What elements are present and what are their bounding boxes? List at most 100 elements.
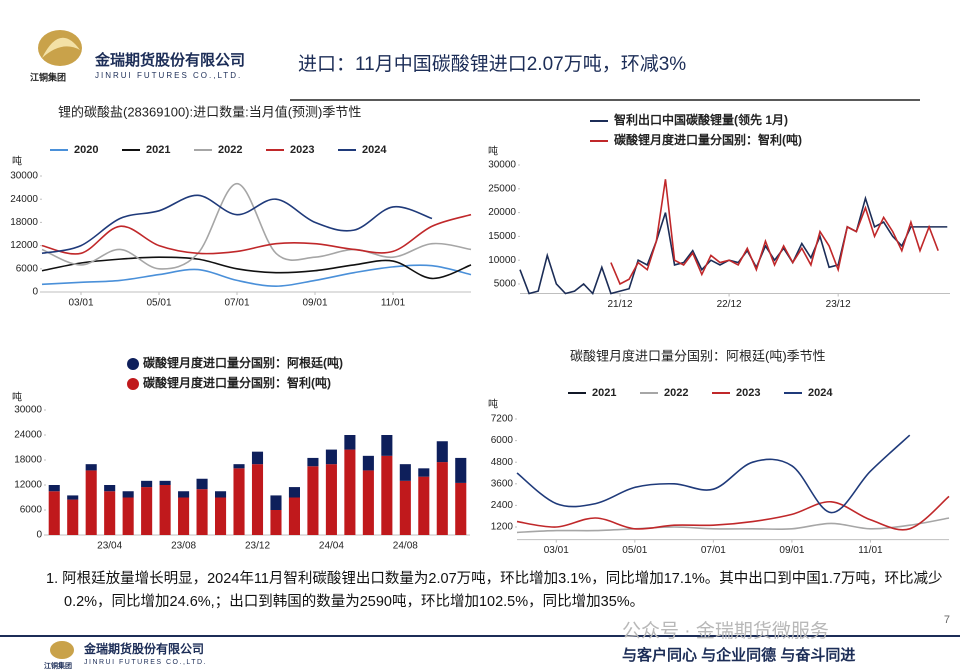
y-tick-label: 4800 xyxy=(491,457,514,468)
bar-segment xyxy=(270,510,282,535)
bar-segment xyxy=(251,451,264,465)
bar-segment xyxy=(233,468,245,535)
legend-marker xyxy=(127,358,139,370)
company-en: JINRUI FUTURES CO.,LTD. xyxy=(95,71,242,80)
y-tick-label: 30000 xyxy=(10,171,38,182)
legend-label: 2021 xyxy=(146,144,170,156)
y-tick-label: 18000 xyxy=(14,455,42,466)
slogan: 与客户同心 与企业同德 与奋斗同进 xyxy=(622,646,855,664)
bar-segment xyxy=(307,466,319,535)
bar-segment xyxy=(288,487,300,498)
legend-label: 2023 xyxy=(290,144,314,156)
bar-segment xyxy=(436,462,448,535)
bar-segment xyxy=(196,478,208,490)
bar-segment xyxy=(85,470,97,535)
y-tick-label: 1200 xyxy=(491,522,514,533)
x-tick-label: 05/01 xyxy=(622,545,647,556)
series-line xyxy=(41,194,433,255)
bar-segment xyxy=(399,480,411,535)
series-line xyxy=(516,434,911,514)
x-tick-label: 03/01 xyxy=(544,545,569,556)
legend-label: 2020 xyxy=(74,144,98,156)
legend-label: 2024 xyxy=(362,144,387,156)
footer-group: 江铜集团 xyxy=(44,661,72,670)
y-tick-label: 3600 xyxy=(491,478,514,489)
legend-label: 2022 xyxy=(664,387,688,399)
footer-logo xyxy=(50,641,74,659)
y-tick-label: 10000 xyxy=(488,255,516,266)
bar-segment xyxy=(215,491,227,498)
y-tick-label: 2400 xyxy=(491,500,514,511)
bar-segment xyxy=(344,435,356,450)
group-name: 江铜集团 xyxy=(30,71,66,82)
bar-segment xyxy=(362,455,374,471)
bar-segment xyxy=(455,457,467,483)
bar-segment xyxy=(159,480,171,485)
series-line xyxy=(41,213,472,255)
chart-title: 碳酸锂月度进口量分国别：阿根廷(吨)季节性 xyxy=(570,348,826,363)
x-tick-label: 07/01 xyxy=(701,545,726,556)
bar-segment xyxy=(178,497,190,535)
series-line xyxy=(41,182,472,270)
y-axis-label: 吨 xyxy=(12,155,22,168)
legend-label: 2024 xyxy=(808,387,833,399)
x-tick-label: 11/01 xyxy=(381,298,406,309)
series-line xyxy=(519,195,948,295)
bar-segment xyxy=(67,495,79,500)
bar-segment xyxy=(141,480,153,488)
y-axis-label: 吨 xyxy=(488,145,498,158)
bar-segment xyxy=(233,464,245,469)
bar-segment xyxy=(196,489,208,535)
x-tick-label: 03/01 xyxy=(68,298,93,309)
x-tick-label: 23/04 xyxy=(97,541,122,552)
y-tick-label: 0 xyxy=(36,530,42,541)
bar-segment xyxy=(418,468,430,477)
bar-segment xyxy=(48,491,60,535)
bar-segment xyxy=(122,491,134,498)
x-tick-label: 24/08 xyxy=(393,541,418,552)
x-tick-label: 21/12 xyxy=(607,299,632,310)
x-tick-label: 22/12 xyxy=(717,299,742,310)
legend-label: 2023 xyxy=(736,387,760,399)
bar-segment xyxy=(251,464,264,535)
bar-segment xyxy=(381,455,393,535)
x-tick-label: 24/04 xyxy=(319,541,344,552)
bar-segment xyxy=(85,464,97,471)
series-line xyxy=(516,517,950,534)
x-tick-label: 07/01 xyxy=(224,298,249,309)
y-tick-label: 12000 xyxy=(10,240,38,251)
y-tick-label: 24000 xyxy=(14,430,42,441)
legend-label: 碳酸锂月度进口量分国别：阿根廷(吨) xyxy=(143,355,343,370)
footer-company: 金瑞期货股份有限公司 xyxy=(83,641,204,656)
bar-segment xyxy=(399,464,411,481)
bar-segment xyxy=(159,485,171,535)
y-tick-label: 5000 xyxy=(494,279,517,290)
y-tick-label: 6000 xyxy=(491,435,514,446)
x-tick-label: 23/12 xyxy=(245,541,270,552)
bar-segment xyxy=(362,470,374,535)
watermark: 公众号 · 金瑞期货微服务 xyxy=(622,620,829,642)
footer-company-en: JINRUI FUTURES CO.,LTD. xyxy=(84,659,207,666)
logo xyxy=(38,30,82,66)
legend-label: 智利出口中国碳酸锂量(领先 1月) xyxy=(613,112,788,127)
bar-segment xyxy=(436,441,448,463)
y-tick-label: 0 xyxy=(32,287,38,298)
x-tick-label: 11/01 xyxy=(858,545,883,556)
bar-segment xyxy=(344,449,356,535)
bar-segment xyxy=(48,485,60,492)
series-line xyxy=(41,264,472,288)
bar-segment xyxy=(141,487,153,535)
bar-segment xyxy=(288,497,300,535)
bar-segment xyxy=(381,435,393,456)
series-line xyxy=(516,495,950,531)
x-tick-label: 05/01 xyxy=(146,298,171,309)
x-tick-label: 23/08 xyxy=(171,541,196,552)
legend-label: 碳酸锂月度进口量分国别：智利(吨) xyxy=(614,132,802,147)
legend-label: 碳酸锂月度进口量分国别：智利(吨) xyxy=(143,375,331,390)
y-tick-label: 6000 xyxy=(20,505,43,516)
bar-segment xyxy=(67,499,79,535)
y-axis-label: 吨 xyxy=(488,398,498,411)
bar-segment xyxy=(418,476,430,535)
